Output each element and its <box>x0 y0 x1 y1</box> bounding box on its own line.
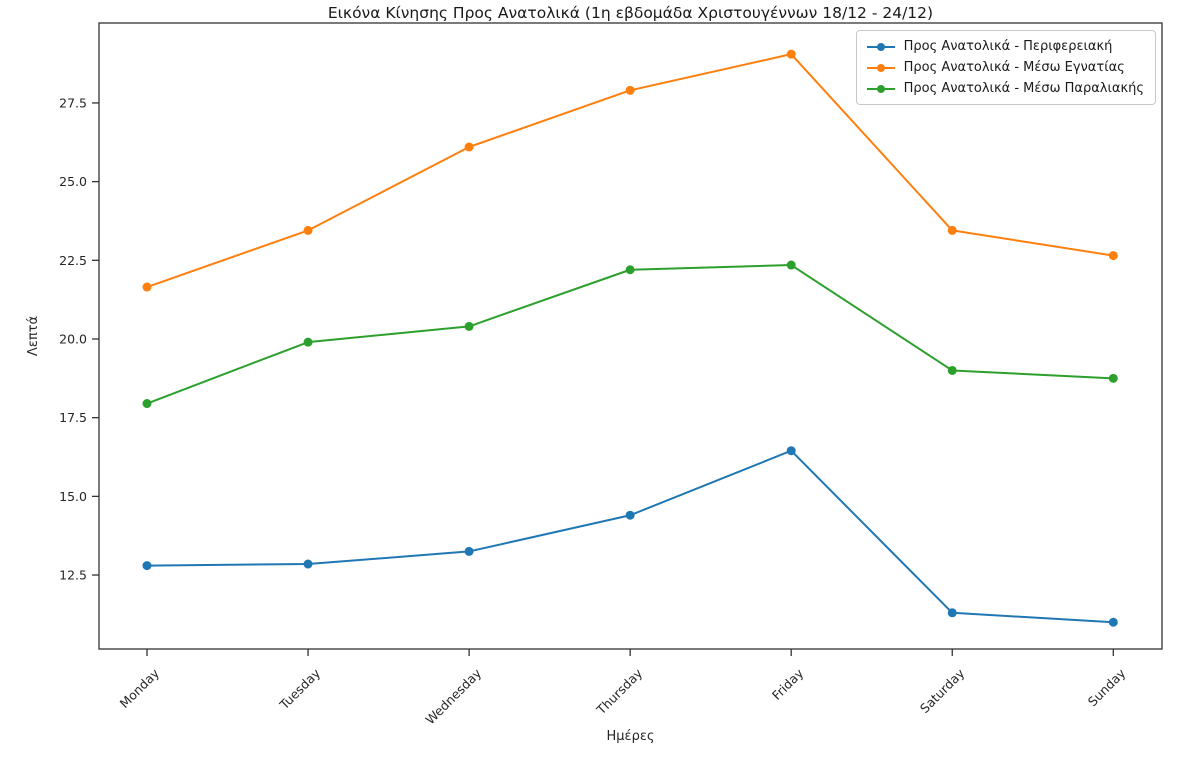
x-tick-label: Friday <box>769 665 807 703</box>
data-point-marker <box>1108 251 1118 261</box>
y-tick-label: 20.0 <box>59 331 87 346</box>
y-tick-label: 12.5 <box>59 568 87 583</box>
legend-line-sample <box>866 84 895 93</box>
data-point-marker <box>786 260 796 270</box>
x-tick-label: Tuesday <box>276 665 324 713</box>
data-point-marker <box>303 337 313 347</box>
plot-border <box>98 22 1163 650</box>
data-point-marker <box>625 265 635 275</box>
legend: Προς Ανατολικά - Περιφερειακή Προς Ανατο… <box>855 30 1156 105</box>
x-tick-label: Saturday <box>917 665 968 716</box>
legend-marker-dot-icon <box>876 84 885 93</box>
legend-item-egnatia: Προς Ανατολικά - Μέσω Εγνατίας <box>866 59 1144 76</box>
legend-line-sample <box>866 63 895 72</box>
data-point-marker <box>1108 617 1118 627</box>
data-point-marker <box>142 561 152 571</box>
chart-title: Εικόνα Κίνησης Προς Ανατολικά (1η εβδομά… <box>327 4 934 22</box>
data-point-marker <box>464 546 474 556</box>
legend-marker-dot-icon <box>876 63 885 72</box>
x-tick-label: Monday <box>117 665 163 711</box>
y-tick-label: 27.5 <box>59 95 87 110</box>
data-point-marker <box>303 225 313 235</box>
y-tick-label: 17.5 <box>59 410 87 425</box>
data-point-marker <box>625 85 635 95</box>
x-tick-label: Wednesday <box>422 665 484 727</box>
y-tick-label: 15.0 <box>59 489 87 504</box>
x-axis-label: Ημέρες <box>607 729 655 744</box>
data-point-marker <box>947 225 957 235</box>
data-point-marker <box>625 510 635 520</box>
data-point-marker <box>786 49 796 59</box>
data-point-marker <box>303 559 313 569</box>
series-line <box>146 449 1114 624</box>
y-tick-label: 22.5 <box>59 253 87 268</box>
legend-marker-dot-icon <box>876 42 885 51</box>
data-point-marker <box>947 608 957 618</box>
data-point-marker <box>464 321 474 331</box>
series-line <box>146 264 1114 405</box>
data-point-marker <box>142 282 152 292</box>
data-point-marker <box>786 446 796 456</box>
x-tick-label: Sunday <box>1085 665 1129 709</box>
y-tick-label: 25.0 <box>59 174 87 189</box>
x-tick-label: Thursday <box>593 665 646 718</box>
data-point-marker <box>464 142 474 152</box>
y-axis-label: Λεπτά <box>26 316 41 356</box>
legend-label: Προς Ανατολικά - Μέσω Παραλιακής <box>903 81 1144 96</box>
legend-item-coastal: Προς Ανατολικά - Μέσω Παραλιακής <box>866 80 1144 97</box>
data-point-marker <box>1108 373 1118 383</box>
data-point-marker <box>142 399 152 409</box>
legend-line-sample <box>866 42 895 51</box>
legend-item-peripheral: Προς Ανατολικά - Περιφερειακή <box>866 38 1144 55</box>
data-point-marker <box>947 365 957 375</box>
legend-label: Προς Ανατολικά - Περιφερειακή <box>903 39 1113 54</box>
legend-label: Προς Ανατολικά - Μέσω Εγνατίας <box>903 60 1125 75</box>
